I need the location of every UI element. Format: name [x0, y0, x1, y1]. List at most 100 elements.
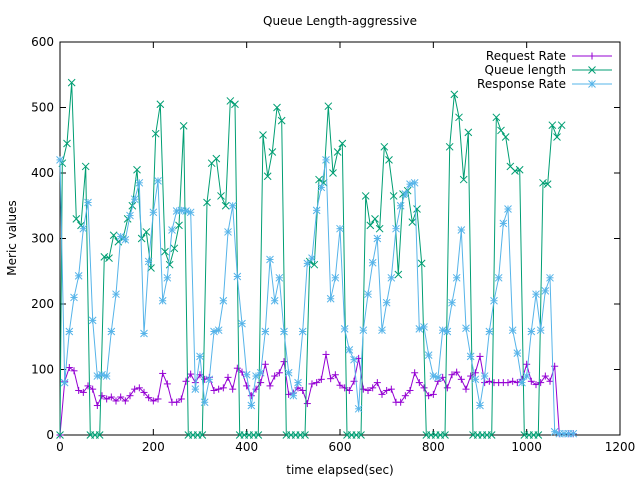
- data-point-request-rate: [532, 381, 540, 389]
- data-point-response-rate: [406, 180, 414, 188]
- x-axis-label: time elapsed(sec): [286, 463, 393, 477]
- data-point-queue-length: [450, 90, 459, 99]
- data-point-response-rate: [191, 385, 200, 394]
- data-point-response-rate: [322, 156, 330, 164]
- data-point-queue-length: [72, 214, 81, 223]
- data-point-response-rate: [354, 404, 363, 413]
- data-point-request-rate: [149, 397, 157, 405]
- data-point-request-rate: [79, 388, 87, 396]
- data-point-response-rate: [112, 290, 120, 299]
- data-point-queue-length: [324, 102, 333, 111]
- y-tick-label: 200: [31, 297, 54, 311]
- data-point-response-rate: [247, 401, 256, 410]
- data-point-response-rate: [522, 372, 531, 380]
- data-point-request-rate: [89, 385, 97, 393]
- data-point-queue-length: [408, 218, 417, 226]
- data-point-queue-length: [226, 97, 235, 105]
- data-point-response-rate: [494, 273, 503, 282]
- data-point-response-rate: [219, 296, 228, 305]
- data-point-response-rate: [359, 326, 368, 335]
- y-tick-label: 100: [31, 363, 54, 377]
- data-point-response-rate: [527, 327, 536, 336]
- data-point-response-rate: [504, 205, 512, 213]
- data-point-response-rate: [79, 224, 88, 233]
- data-point-request-rate: [546, 377, 554, 385]
- data-point-response-rate: [284, 368, 293, 377]
- data-point-request-rate: [210, 386, 218, 394]
- data-point-request-rate: [75, 386, 83, 394]
- data-point-response-rate: [350, 355, 358, 364]
- data-point-request-rate: [373, 379, 381, 387]
- data-point-response-rate: [116, 232, 125, 241]
- data-point-request-rate: [107, 393, 115, 401]
- data-point-request-rate: [481, 379, 489, 387]
- data-point-queue-length: [333, 148, 342, 156]
- data-point-queue-length: [338, 139, 347, 148]
- data-point-queue-length: [63, 139, 71, 148]
- data-point-request-rate: [448, 371, 456, 379]
- data-point-request-rate: [93, 402, 101, 410]
- y-tick-label: 500: [31, 101, 54, 115]
- data-point-response-rate: [140, 329, 148, 338]
- data-point-response-rate: [70, 293, 78, 302]
- data-point-response-rate: [518, 378, 526, 387]
- data-point-response-rate: [93, 372, 102, 380]
- data-point-queue-length: [67, 78, 76, 87]
- axes: 0 200 400 600 800 1000 1200 0 100 200 300 400 500 600: [31, 35, 635, 454]
- data-point-request-rate: [527, 377, 535, 385]
- data-point-request-rate: [233, 364, 241, 372]
- legend-label: Request Rate: [486, 49, 566, 63]
- data-point-request-rate: [112, 397, 120, 405]
- data-point-request-rate: [364, 386, 372, 394]
- data-point-request-rate: [229, 385, 237, 393]
- x-tick-label: 1200: [605, 440, 636, 454]
- data-point-queue-length: [375, 224, 384, 233]
- data-point-request-rate: [401, 392, 409, 400]
- data-point-request-rate: [313, 379, 321, 387]
- data-point-response-rate: [252, 372, 260, 380]
- data-point-request-rate: [415, 379, 423, 387]
- data-point-request-rate: [406, 386, 414, 394]
- data-point-request-rate: [145, 394, 153, 402]
- data-point-request-rate: [261, 360, 269, 368]
- data-point-response-rate: [448, 298, 456, 307]
- data-point-queue-length: [109, 231, 118, 240]
- legend-item-response-rate: Response Rate: [477, 77, 612, 91]
- data-point-request-rate: [467, 372, 475, 380]
- data-point-response-rate: [429, 372, 438, 380]
- data-point-request-rate: [266, 382, 274, 390]
- data-point-request-rate: [453, 368, 461, 376]
- data-point-response-rate: [476, 401, 484, 410]
- data-point-response-rate: [508, 326, 517, 335]
- data-point-request-rate: [126, 392, 134, 400]
- data-point-request-rate: [345, 386, 353, 394]
- data-point-response-rate: [410, 178, 419, 187]
- data-point-response-rate: [298, 327, 307, 336]
- data-point-request-rate: [457, 375, 465, 383]
- data-point-response-rate: [485, 327, 494, 336]
- data-point-response-rate: [205, 375, 214, 384]
- data-point-request-rate: [163, 380, 171, 388]
- data-point-response-rate: [135, 178, 144, 187]
- data-point-request-rate: [378, 390, 386, 398]
- data-point-queue-length: [553, 133, 561, 141]
- series-response-rate: [56, 156, 578, 438]
- data-point-request-rate: [280, 358, 288, 366]
- data-point-response-rate: [340, 325, 349, 333]
- y-tick-label: 0: [46, 428, 54, 442]
- data-point-queue-length: [539, 178, 547, 187]
- series-layer: [56, 78, 578, 439]
- data-point-queue-length: [156, 100, 165, 109]
- data-point-request-rate: [425, 392, 433, 400]
- data-point-queue-length: [259, 131, 267, 139]
- data-point-request-rate: [299, 386, 307, 394]
- data-point-request-rate: [317, 375, 325, 383]
- data-point-request-rate: [177, 395, 185, 403]
- data-point-response-rate: [196, 352, 204, 361]
- data-point-request-rate: [215, 385, 223, 393]
- data-point-request-rate: [462, 385, 470, 393]
- data-point-request-rate: [509, 377, 517, 385]
- data-point-response-rate: [401, 190, 410, 198]
- data-point-queue-length: [277, 116, 286, 125]
- legend-marker: [588, 80, 596, 88]
